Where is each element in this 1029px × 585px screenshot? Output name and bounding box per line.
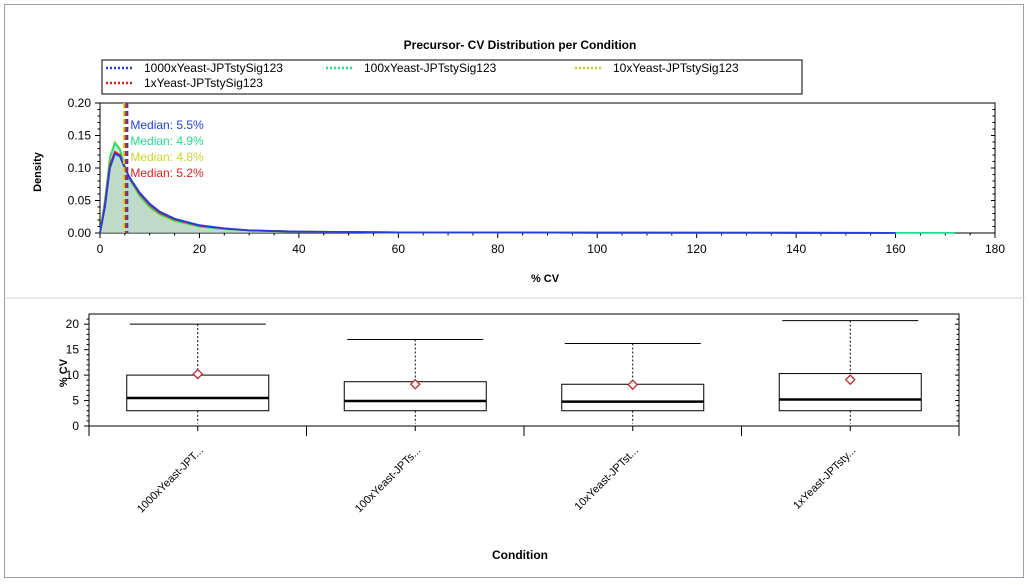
density-x-tick-label-8: 160 xyxy=(886,242,906,256)
box-y-tick-label-1: 5 xyxy=(72,394,79,408)
density-plot-area xyxy=(99,103,956,234)
density-x-tick-label-5: 100 xyxy=(587,242,607,256)
box-iqr-0 xyxy=(126,374,270,412)
density-x-axis-label: % CV xyxy=(531,273,560,285)
box-x-axis-label: Condition xyxy=(492,548,548,562)
density-area-1 xyxy=(100,143,956,233)
median-label-3: Median: 5.2% xyxy=(130,166,204,180)
median-labels: Median: 5.5% Median: 4.9% Median: 4.8% Medi… xyxy=(130,118,204,180)
box-mean-marker-2 xyxy=(627,379,639,391)
box-y-tick-label-4: 20 xyxy=(66,317,80,331)
box-mean-marker-0 xyxy=(192,368,204,380)
box-axes: 0 5 10 15 20 xyxy=(66,313,960,436)
density-y-tick-label-2: 0.10 xyxy=(68,161,92,175)
density-x-tick-label-2: 40 xyxy=(292,242,306,256)
density-x-tick-label-4: 80 xyxy=(491,242,505,256)
legend-label-3: 1xYeast-JPTstySig123 xyxy=(144,76,263,90)
box-y-tick-label-2: 10 xyxy=(66,368,80,382)
median-label-0: Median: 5.5% xyxy=(130,118,204,132)
legend: 1000xYeast-JPTstySig123 100xYeast-JPTstyS… xyxy=(101,59,803,95)
density-axes: 0 20 40 60 80 100 120 140 160 180 0.00 0.05 0.10 0.15… xyxy=(68,96,1006,256)
median-label-2: Median: 4.8% xyxy=(130,150,204,164)
box-category-labels: 1000xYeast-JPT... 100xYeast-JPTs... 10xYea… xyxy=(135,445,858,516)
density-y-tick-label-0: 0.00 xyxy=(68,226,92,240)
box-plot-area xyxy=(126,320,922,431)
density-x-tick-label-1: 20 xyxy=(193,242,207,256)
legend-label-1: 100xYeast-JPTstySig123 xyxy=(364,61,497,75)
density-plot-frame xyxy=(99,102,996,234)
density-y-tick-label-4: 0.20 xyxy=(68,96,92,110)
box-mean-marker-1 xyxy=(409,378,421,390)
cv-distribution-figure: Precursor- CV Distribution per Condition… xyxy=(5,38,1025,562)
median-label-1: Median: 4.9% xyxy=(130,134,204,148)
box-category-label-0: 1000xYeast-JPT... xyxy=(135,445,206,516)
chart-panel: Precursor- CV Distribution per Condition… xyxy=(4,4,1025,578)
density-area-0 xyxy=(100,153,896,233)
density-line-3 xyxy=(99,150,896,234)
box-y-tick-label-3: 15 xyxy=(66,343,80,357)
legend-box xyxy=(101,59,803,95)
box-y-tick-label-0: 0 xyxy=(72,419,79,433)
box-y-axis-label: % CV xyxy=(58,358,70,387)
legend-label-0: 1000xYeast-JPTstySig123 xyxy=(144,61,283,75)
density-line-2 xyxy=(99,140,896,234)
density-line-0 xyxy=(99,152,896,234)
density-y-axis-label: Density xyxy=(32,151,44,192)
density-x-tick-label-6: 120 xyxy=(687,242,707,256)
box-category-label-3: 1xYeast-JPTsty... xyxy=(791,445,858,512)
box-category-label-1: 100xYeast-JPTs... xyxy=(353,445,423,515)
density-area-3 xyxy=(100,151,896,233)
density-area-2 xyxy=(100,142,896,233)
density-y-tick-label-1: 0.05 xyxy=(68,194,92,208)
density-y-tick-label-3: 0.15 xyxy=(68,129,92,143)
density-x-tick-label-9: 180 xyxy=(985,242,1005,256)
box-mean-marker-3 xyxy=(844,374,856,386)
density-x-tick-label-3: 60 xyxy=(392,242,406,256)
legend-label-2: 10xYeast-JPTstySig123 xyxy=(613,61,739,75)
box-category-label-2: 10xYeast-JPTst... xyxy=(573,445,641,513)
density-x-tick-label-7: 140 xyxy=(786,242,806,256)
density-line-1 xyxy=(99,141,956,234)
density-x-tick-label-0: 0 xyxy=(97,242,104,256)
density-chart-title: Precursor- CV Distribution per Condition xyxy=(404,38,637,52)
